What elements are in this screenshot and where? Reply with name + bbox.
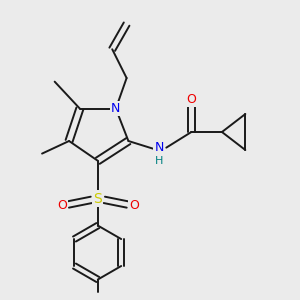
Text: S: S (94, 192, 102, 206)
Text: H: H (155, 156, 163, 166)
Text: N: N (111, 102, 121, 115)
Text: O: O (57, 199, 67, 212)
Text: O: O (186, 93, 196, 106)
Text: N: N (154, 141, 164, 154)
Text: O: O (129, 199, 139, 212)
